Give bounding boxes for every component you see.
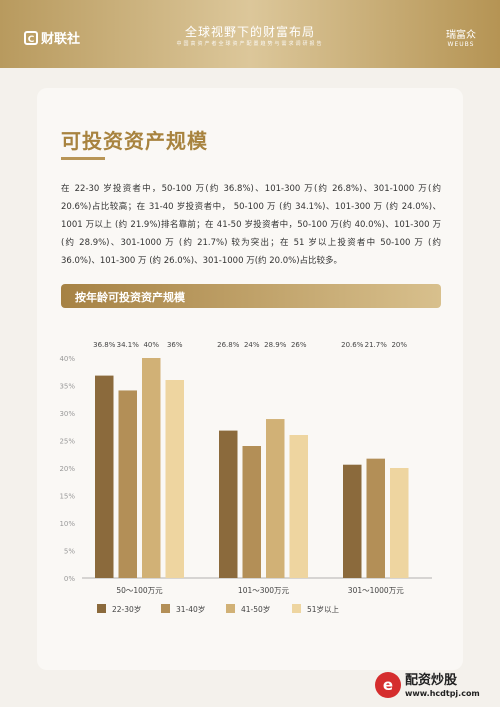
y-tick-label: 35% bbox=[59, 383, 75, 391]
data-label: 20% bbox=[391, 341, 407, 349]
footer-logo-url: www.hcdtpj.com bbox=[405, 689, 480, 698]
y-tick-label: 10% bbox=[59, 520, 75, 528]
y-tick-label: 30% bbox=[59, 410, 75, 418]
data-label: 36.8% bbox=[93, 341, 116, 349]
data-label: 20.6% bbox=[341, 341, 364, 349]
section-title: 可投资资产规模 bbox=[61, 129, 208, 153]
logo-mark-icon: C bbox=[24, 30, 38, 45]
report-subtitle: 中国高资产者全球资产配置趋势与需求调研报告 bbox=[176, 41, 324, 47]
x-category-label: 50～100万元 bbox=[116, 586, 163, 595]
x-category-label: 101～300万元 bbox=[238, 586, 290, 595]
y-tick-label: 40% bbox=[59, 355, 75, 363]
y-tick-label: 15% bbox=[59, 493, 75, 501]
y-tick-label: 20% bbox=[59, 465, 75, 473]
bar-2-4 bbox=[289, 435, 308, 578]
legend-swatch bbox=[97, 604, 106, 613]
data-label: 26% bbox=[291, 341, 307, 349]
data-label: 28.9% bbox=[264, 341, 287, 349]
legend-swatch bbox=[161, 604, 170, 613]
report-title: 全球视野下的财富布局 bbox=[184, 25, 315, 39]
bar-1-2 bbox=[118, 390, 137, 578]
x-category-label: 301～1000万元 bbox=[348, 586, 404, 595]
legend-label: 41-50岁 bbox=[241, 604, 270, 614]
logo-text: 财联社 bbox=[41, 32, 81, 47]
data-label: 34.1% bbox=[117, 341, 140, 349]
bar-3-1 bbox=[343, 464, 362, 578]
bar-1-1 bbox=[95, 375, 114, 578]
data-label: 24% bbox=[244, 341, 260, 349]
y-tick-label: 25% bbox=[59, 438, 75, 446]
legend-swatch bbox=[292, 604, 301, 613]
section-paragraph: 在 22-30 岁投资者中，50-100 万(约 36.8%)、101-300 … bbox=[61, 184, 441, 266]
data-label: 21.7% bbox=[365, 341, 388, 349]
bar-2-2 bbox=[242, 446, 261, 578]
chart-heading: 按年龄可投资资产规模 bbox=[75, 291, 185, 304]
y-tick-label: 0% bbox=[64, 575, 75, 583]
legend-swatch bbox=[226, 604, 235, 613]
chart-heading-bar: 按年龄可投资资产规模 bbox=[61, 284, 441, 308]
title-underline bbox=[61, 157, 105, 160]
data-label: 40% bbox=[143, 341, 159, 349]
legend-label: 22-30岁 bbox=[112, 604, 141, 614]
brand-name-en: WEUBS bbox=[447, 41, 475, 48]
footer-watermark-logo: e 配资炒股 www.hcdtpj.com bbox=[375, 668, 480, 704]
legend-label: 31-40岁 bbox=[176, 604, 205, 614]
e-logo-icon: e bbox=[375, 672, 401, 698]
bar-3-4 bbox=[390, 468, 409, 578]
bar-1-4 bbox=[165, 380, 184, 578]
y-tick-label: 5% bbox=[64, 548, 75, 556]
bar-1-3 bbox=[142, 358, 161, 578]
data-label: 36% bbox=[167, 341, 183, 349]
brand-name-cn: 瑞富众 bbox=[446, 30, 476, 41]
bar-3-2 bbox=[366, 458, 385, 578]
brand-logo: 瑞富众 WEUBS bbox=[446, 26, 476, 48]
footer-logo-text: 配资炒股 bbox=[405, 673, 458, 688]
legend-label: 51岁以上 bbox=[307, 604, 340, 614]
report-header: C 财联社 全球视野下的财富布局 中国高资产者全球资产配置趋势与需求调研报告 瑞… bbox=[0, 0, 500, 68]
publisher-logo: C 财联社 bbox=[24, 28, 80, 47]
bar-2-1 bbox=[219, 430, 238, 578]
data-label: 26.8% bbox=[217, 341, 240, 349]
bar-2-3 bbox=[266, 419, 285, 578]
